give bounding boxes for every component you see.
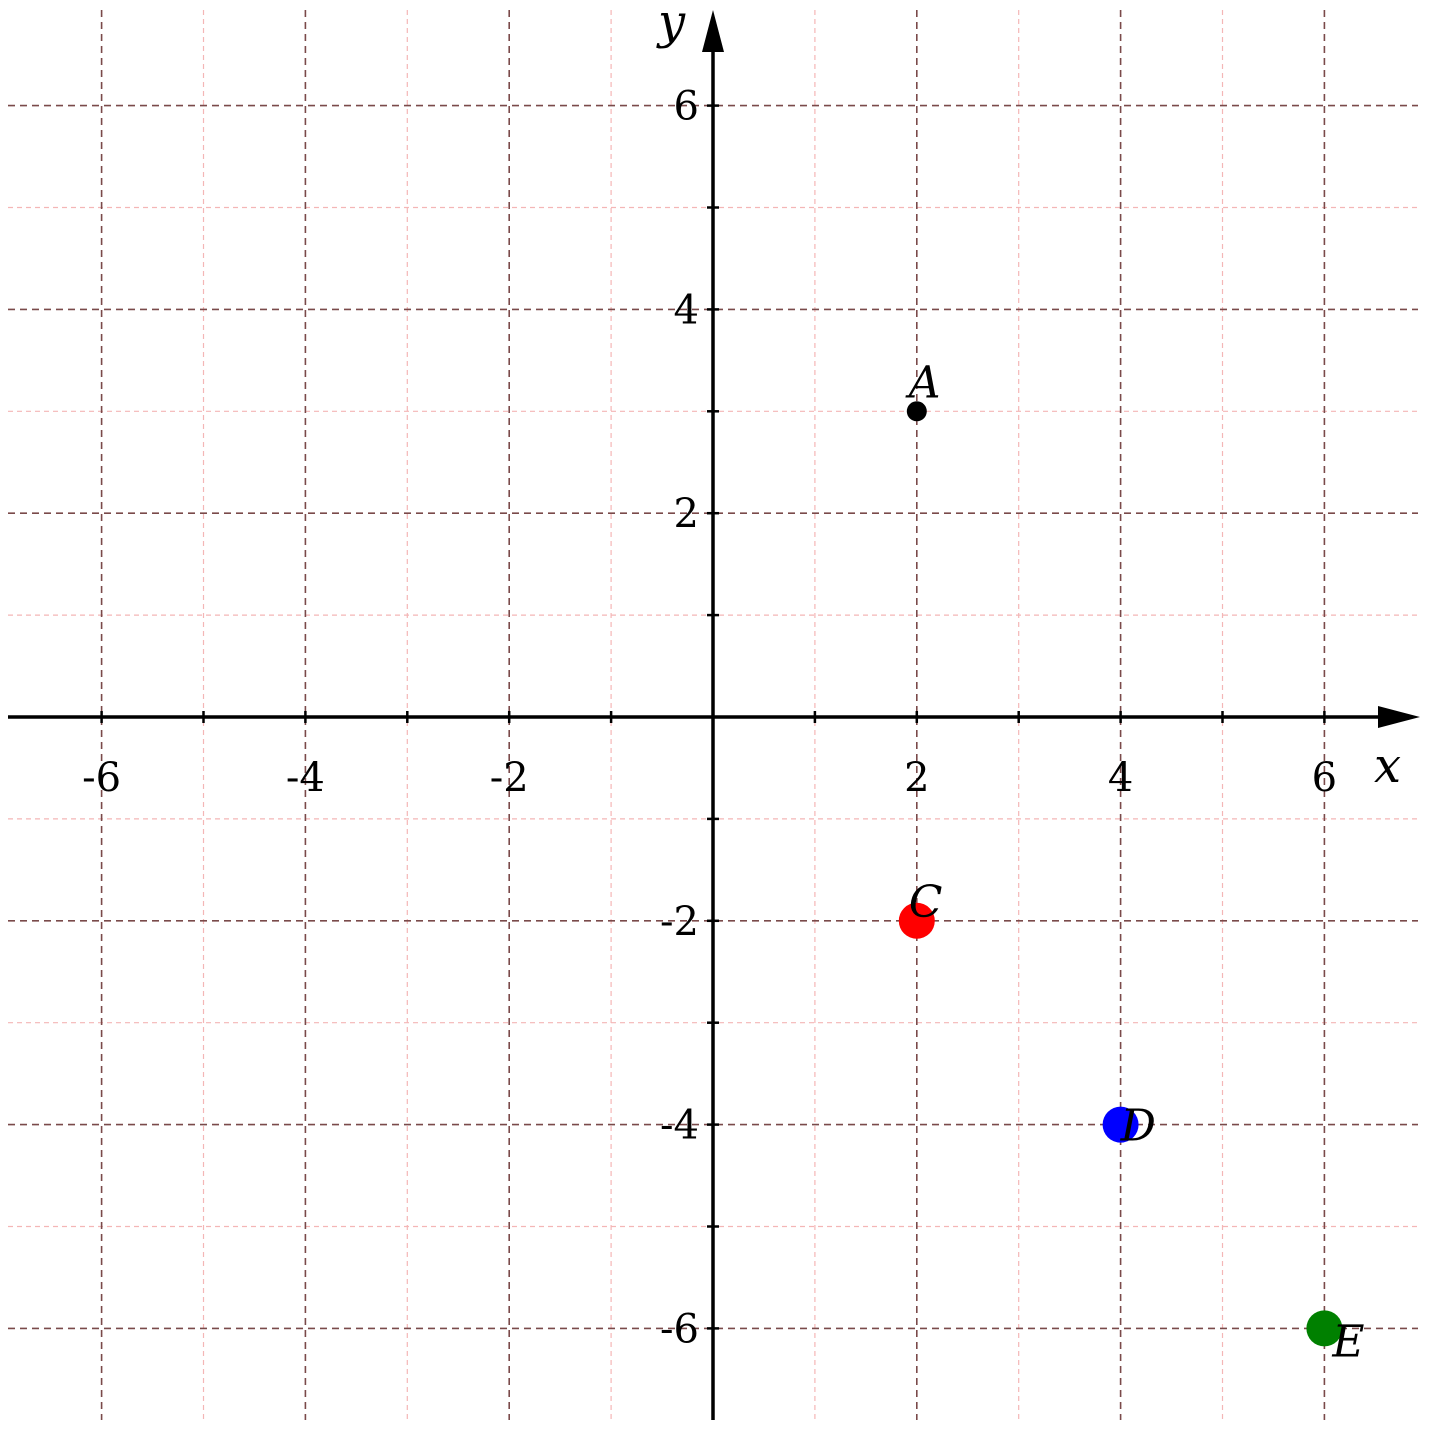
x-tick-label: -6	[82, 755, 121, 801]
y-axis-arrowhead	[702, 10, 724, 52]
x-tick-label: -2	[490, 755, 529, 801]
y-tick-label: -6	[660, 1306, 699, 1352]
y-tick-label: 2	[674, 491, 699, 537]
y-tick-label: -4	[660, 1103, 699, 1149]
axis-ticks	[100, 104, 1326, 1330]
point-label-e: E	[1331, 1316, 1364, 1367]
tick-labels: -6 -6 -4 -4 -2 -2 2 2 4 4 6 6	[82, 84, 1337, 1353]
point-c	[898, 902, 935, 939]
plotted-points: A C D E	[898, 357, 1365, 1367]
y-axis-label: y	[656, 0, 686, 50]
y-tick-label: 4	[674, 287, 699, 333]
y-tick-label: -2	[660, 899, 699, 945]
x-tick-label: 6	[1312, 755, 1337, 801]
x-axis-arrowhead	[1378, 706, 1420, 728]
point-label-c: C	[909, 877, 943, 928]
x-axis: x	[8, 706, 1420, 794]
x-tick-label: 4	[1108, 755, 1133, 801]
y-axis: y	[656, 0, 724, 1420]
y-tick-label: 6	[674, 84, 699, 130]
point-d	[1102, 1106, 1139, 1143]
point-a	[906, 401, 927, 422]
point-e	[1306, 1310, 1343, 1347]
x-tick-label: -4	[286, 755, 325, 801]
x-axis-label: x	[1374, 738, 1401, 794]
point-label-d: D	[1120, 1101, 1156, 1152]
x-tick-label: 2	[904, 755, 929, 801]
point-label-a: A	[905, 357, 941, 408]
